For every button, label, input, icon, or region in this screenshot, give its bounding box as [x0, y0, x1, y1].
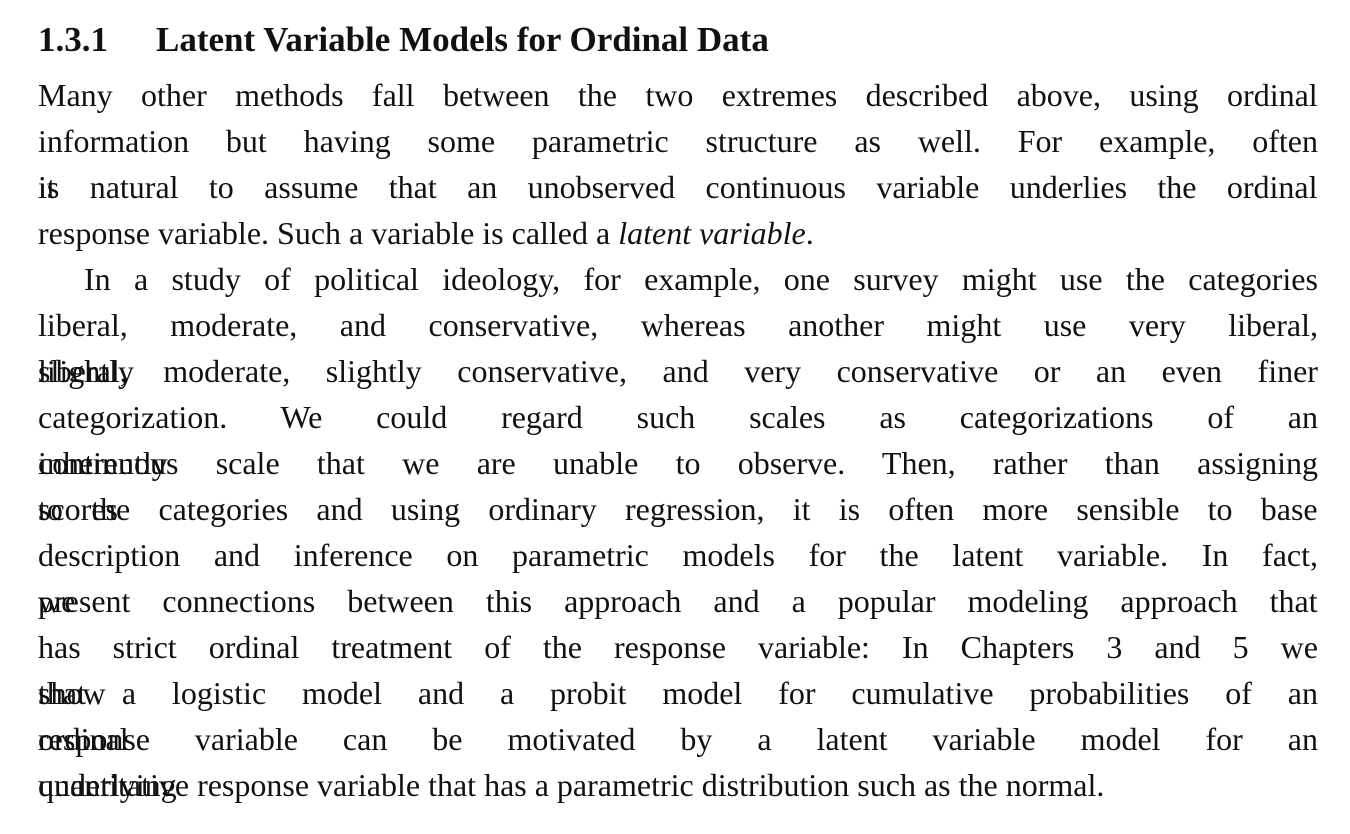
paragraph-2-line: In a study of political ideology, for ex…	[84, 261, 1318, 297]
section-title: Latent Variable Models for Ordinal Data	[156, 20, 769, 59]
section-heading: 1.3.1 Latent Variable Models for Ordinal …	[38, 14, 1318, 66]
paragraph-2-line: has strict ordinal treatment of the resp…	[38, 629, 1318, 711]
paragraph-1-line: information but having some parametric s…	[38, 123, 1318, 205]
paragraph-2-line: categorization. We could regard such sca…	[38, 399, 1318, 481]
paragraph-2: In a study of political ideology, for ex…	[38, 256, 1318, 808]
paragraph-2-line: response variable can be motivated by a …	[38, 721, 1318, 803]
paragraph-2-line: description and inference on parametric …	[38, 537, 1318, 619]
paragraph-2-line: present connections between this approac…	[38, 583, 1318, 619]
paragraph-2-line: that a logistic model and a probit model…	[38, 675, 1318, 757]
paragraph-2-line: liberal, moderate, slightly conservative…	[38, 353, 1318, 389]
paragraph-1-last-line: response variable. Such a variable is ca…	[38, 215, 814, 251]
document-page: 1.3.1 Latent Variable Models for Ordinal …	[38, 14, 1318, 808]
paragraph-1-line: Many other methods fall between the two …	[38, 77, 1318, 113]
paragraph-1: Many other methods fall between the two …	[38, 72, 1318, 256]
paragraph-2-line: liberal, moderate, and conservative, whe…	[38, 307, 1318, 389]
paragraph-2-line: to the categories and using ordinary reg…	[38, 491, 1318, 527]
latent-variable-emphasis: latent variable	[618, 215, 806, 251]
paragraph-1-line: is natural to assume that an unobserved …	[38, 169, 1318, 205]
paragraph-2-line: continuous scale that we are unable to o…	[38, 445, 1318, 527]
section-number: 1.3.1	[38, 20, 108, 59]
paragraph-2-line: quantitative response variable that has …	[38, 767, 1105, 803]
